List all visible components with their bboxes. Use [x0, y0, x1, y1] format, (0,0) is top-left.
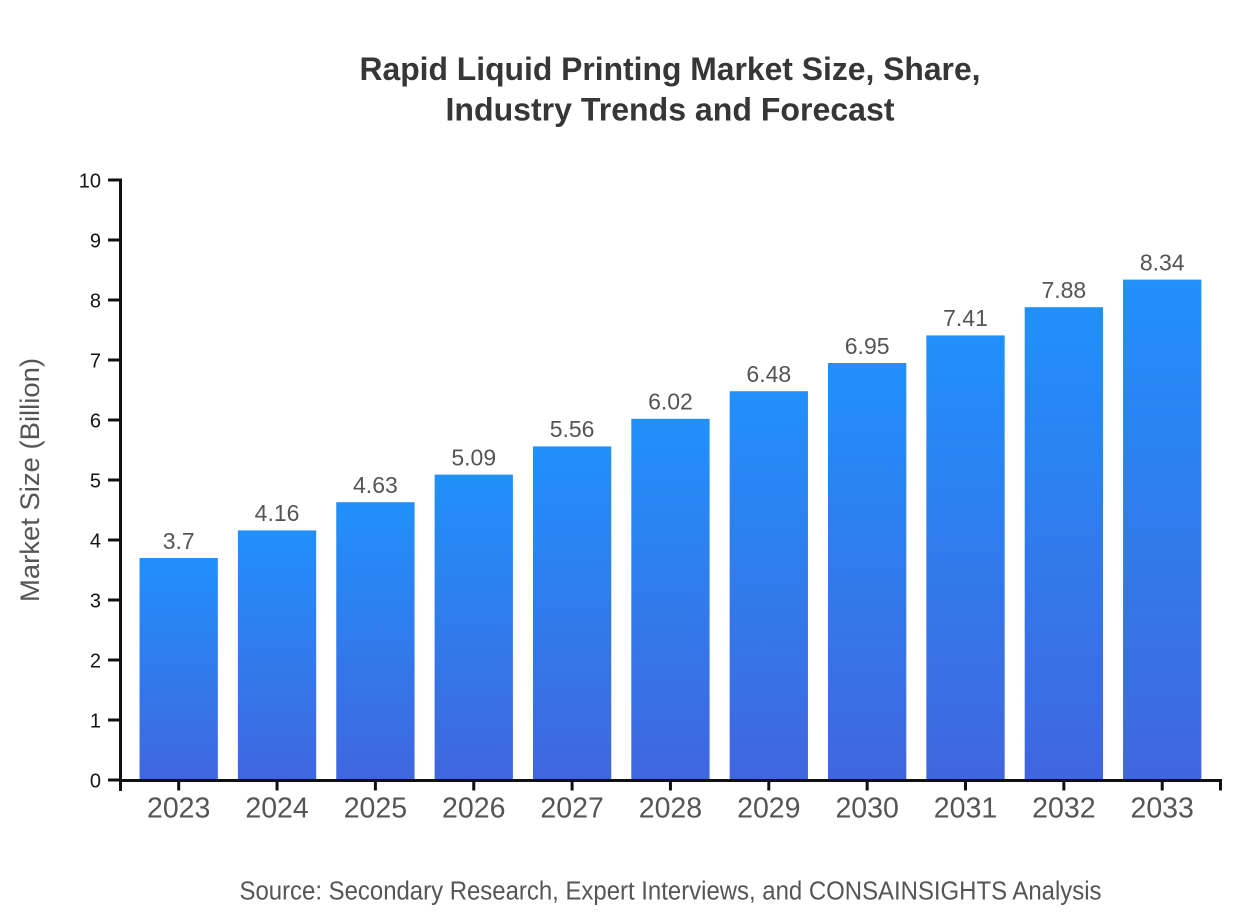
- svg-text:2028: 2028: [639, 793, 702, 825]
- svg-text:2024: 2024: [245, 793, 309, 825]
- svg-text:2: 2: [90, 651, 101, 673]
- svg-text:7.41: 7.41: [943, 305, 988, 331]
- svg-text:7: 7: [90, 351, 101, 373]
- svg-text:2026: 2026: [442, 793, 505, 825]
- svg-text:1: 1: [90, 711, 101, 733]
- svg-text:2030: 2030: [835, 793, 898, 825]
- svg-text:5.09: 5.09: [451, 444, 496, 470]
- svg-text:4: 4: [90, 531, 101, 553]
- svg-text:7.88: 7.88: [1041, 277, 1086, 303]
- svg-text:6.02: 6.02: [648, 389, 693, 415]
- svg-text:2025: 2025: [344, 793, 407, 825]
- svg-text:2027: 2027: [540, 793, 603, 825]
- svg-text:6: 6: [90, 411, 101, 433]
- svg-text:0: 0: [90, 771, 101, 793]
- svg-text:10: 10: [79, 171, 101, 193]
- svg-text:Rapid Liquid Printing Market S: Rapid Liquid Printing Market Size, Share…: [360, 51, 981, 87]
- svg-text:Industry Trends and Forecast: Industry Trends and Forecast: [446, 92, 895, 128]
- svg-text:Market Size (Billion): Market Size (Billion): [15, 358, 45, 602]
- svg-text:4.16: 4.16: [255, 500, 300, 526]
- svg-text:8: 8: [90, 291, 101, 313]
- svg-text:6.48: 6.48: [746, 361, 791, 387]
- svg-text:8.34: 8.34: [1140, 249, 1185, 275]
- svg-text:5: 5: [90, 471, 101, 493]
- svg-text:6.95: 6.95: [845, 333, 890, 359]
- svg-text:2033: 2033: [1130, 793, 1193, 825]
- svg-text:2032: 2032: [1032, 793, 1095, 825]
- svg-text:9: 9: [90, 231, 101, 253]
- svg-text:2029: 2029: [737, 793, 800, 825]
- svg-text:2031: 2031: [934, 793, 997, 825]
- svg-text:4.63: 4.63: [353, 472, 398, 498]
- svg-text:3.7: 3.7: [163, 528, 195, 554]
- svg-text:2023: 2023: [147, 793, 210, 825]
- svg-text:Source: Secondary Research, Ex: Source: Secondary Research, Expert Inter…: [240, 877, 1102, 905]
- svg-text:5.56: 5.56: [550, 416, 595, 442]
- svg-text:3: 3: [90, 591, 101, 613]
